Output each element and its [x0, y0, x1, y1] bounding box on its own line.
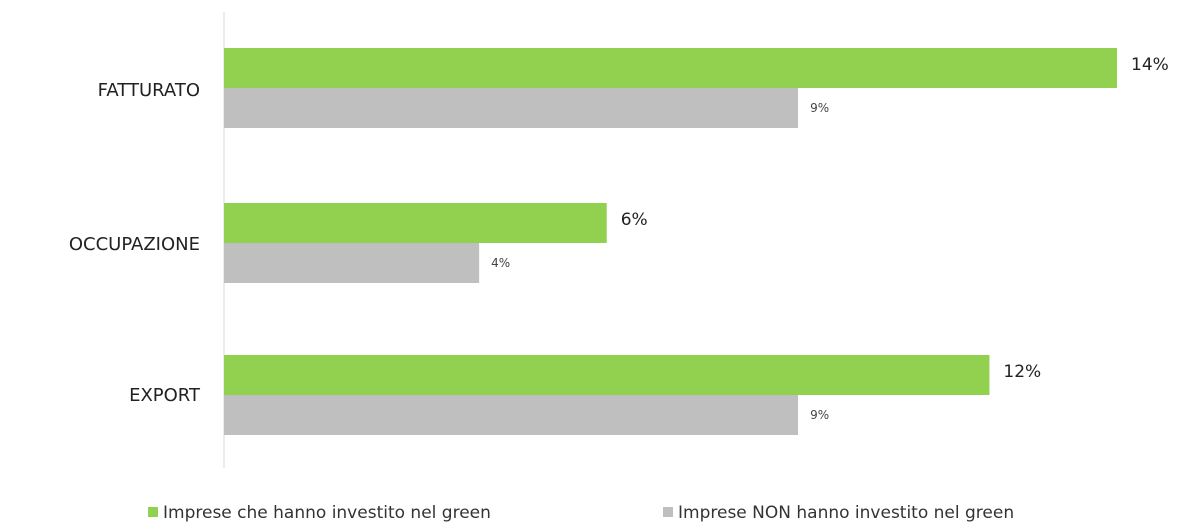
data-label-occupazione-non-green: 4% [491, 256, 510, 270]
bar-occupazione-non-green [224, 243, 480, 283]
legend: Imprese che hanno investito nel green Imp… [148, 503, 1014, 523]
legend-label-green: Imprese che hanno investito nel green [163, 503, 491, 523]
category-label-fatturato: FATTURATO [98, 80, 200, 101]
category-label-occupazione: OCCUPAZIONE [69, 234, 200, 255]
bar-fatturato-green [224, 48, 1117, 88]
bar-export-non-green [224, 395, 799, 435]
data-labels: 14% 9% 6% 4% 12% 9% [491, 55, 1169, 422]
legend-swatch-green [148, 507, 158, 517]
bar-occupazione-green [224, 203, 607, 243]
category-labels: FATTURATO OCCUPAZIONE EXPORT [69, 80, 201, 406]
legend-swatch-non-green [663, 507, 673, 517]
bar-export-green [224, 355, 990, 395]
data-label-occupazione-green: 6% [621, 210, 648, 230]
data-label-fatturato-non-green: 9% [810, 101, 829, 115]
category-label-export: EXPORT [129, 385, 201, 406]
legend-label-non-green: Imprese NON hanno investito nel green [678, 503, 1014, 523]
data-label-export-green: 12% [1003, 362, 1041, 382]
bars-group [224, 48, 1117, 435]
bar-fatturato-non-green [224, 88, 799, 128]
data-label-fatturato-green: 14% [1131, 55, 1169, 75]
data-label-export-non-green: 9% [810, 408, 829, 422]
